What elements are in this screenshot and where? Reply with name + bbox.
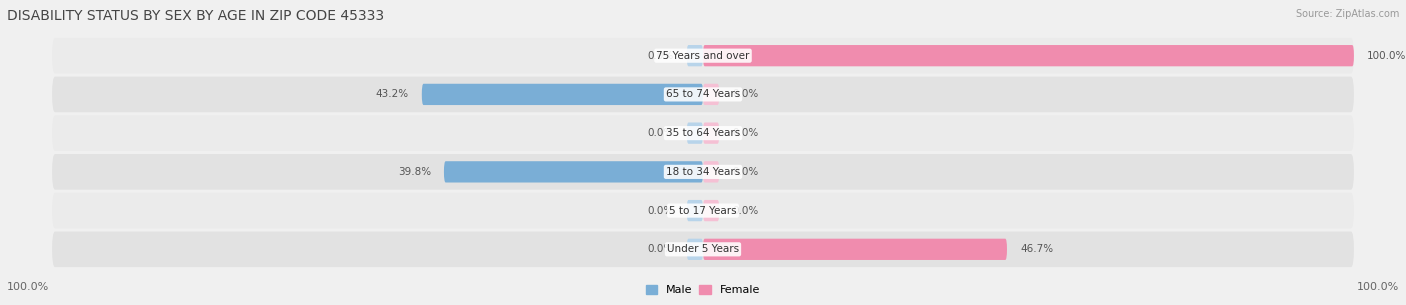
Text: Source: ZipAtlas.com: Source: ZipAtlas.com (1295, 9, 1399, 19)
FancyBboxPatch shape (52, 193, 1354, 228)
Text: 0.0%: 0.0% (733, 128, 759, 138)
Text: 0.0%: 0.0% (647, 128, 673, 138)
Text: 100.0%: 100.0% (1367, 51, 1406, 61)
FancyBboxPatch shape (703, 84, 720, 105)
Text: 39.8%: 39.8% (398, 167, 430, 177)
FancyBboxPatch shape (686, 45, 703, 66)
FancyBboxPatch shape (686, 200, 703, 221)
Text: 5 to 17 Years: 5 to 17 Years (669, 206, 737, 216)
Text: 46.7%: 46.7% (1019, 244, 1053, 254)
Text: 0.0%: 0.0% (733, 167, 759, 177)
Text: 100.0%: 100.0% (1357, 282, 1399, 292)
Text: 65 to 74 Years: 65 to 74 Years (666, 89, 740, 99)
FancyBboxPatch shape (686, 239, 703, 260)
Text: 35 to 64 Years: 35 to 64 Years (666, 128, 740, 138)
Text: 43.2%: 43.2% (375, 89, 409, 99)
FancyBboxPatch shape (703, 200, 720, 221)
FancyBboxPatch shape (703, 239, 1007, 260)
Text: 100.0%: 100.0% (7, 282, 49, 292)
Text: DISABILITY STATUS BY SEX BY AGE IN ZIP CODE 45333: DISABILITY STATUS BY SEX BY AGE IN ZIP C… (7, 9, 384, 23)
Text: 0.0%: 0.0% (647, 51, 673, 61)
FancyBboxPatch shape (52, 38, 1354, 74)
FancyBboxPatch shape (703, 45, 1354, 66)
FancyBboxPatch shape (703, 161, 720, 182)
Text: 75 Years and over: 75 Years and over (657, 51, 749, 61)
Text: 0.0%: 0.0% (733, 206, 759, 216)
Text: 0.0%: 0.0% (647, 206, 673, 216)
Text: 18 to 34 Years: 18 to 34 Years (666, 167, 740, 177)
FancyBboxPatch shape (703, 123, 720, 144)
FancyBboxPatch shape (444, 161, 703, 182)
Legend: Male, Female: Male, Female (641, 280, 765, 300)
FancyBboxPatch shape (52, 154, 1354, 190)
Text: 0.0%: 0.0% (733, 89, 759, 99)
Text: Under 5 Years: Under 5 Years (666, 244, 740, 254)
FancyBboxPatch shape (52, 115, 1354, 151)
Text: 0.0%: 0.0% (647, 244, 673, 254)
FancyBboxPatch shape (52, 77, 1354, 112)
FancyBboxPatch shape (422, 84, 703, 105)
FancyBboxPatch shape (686, 123, 703, 144)
FancyBboxPatch shape (52, 231, 1354, 267)
